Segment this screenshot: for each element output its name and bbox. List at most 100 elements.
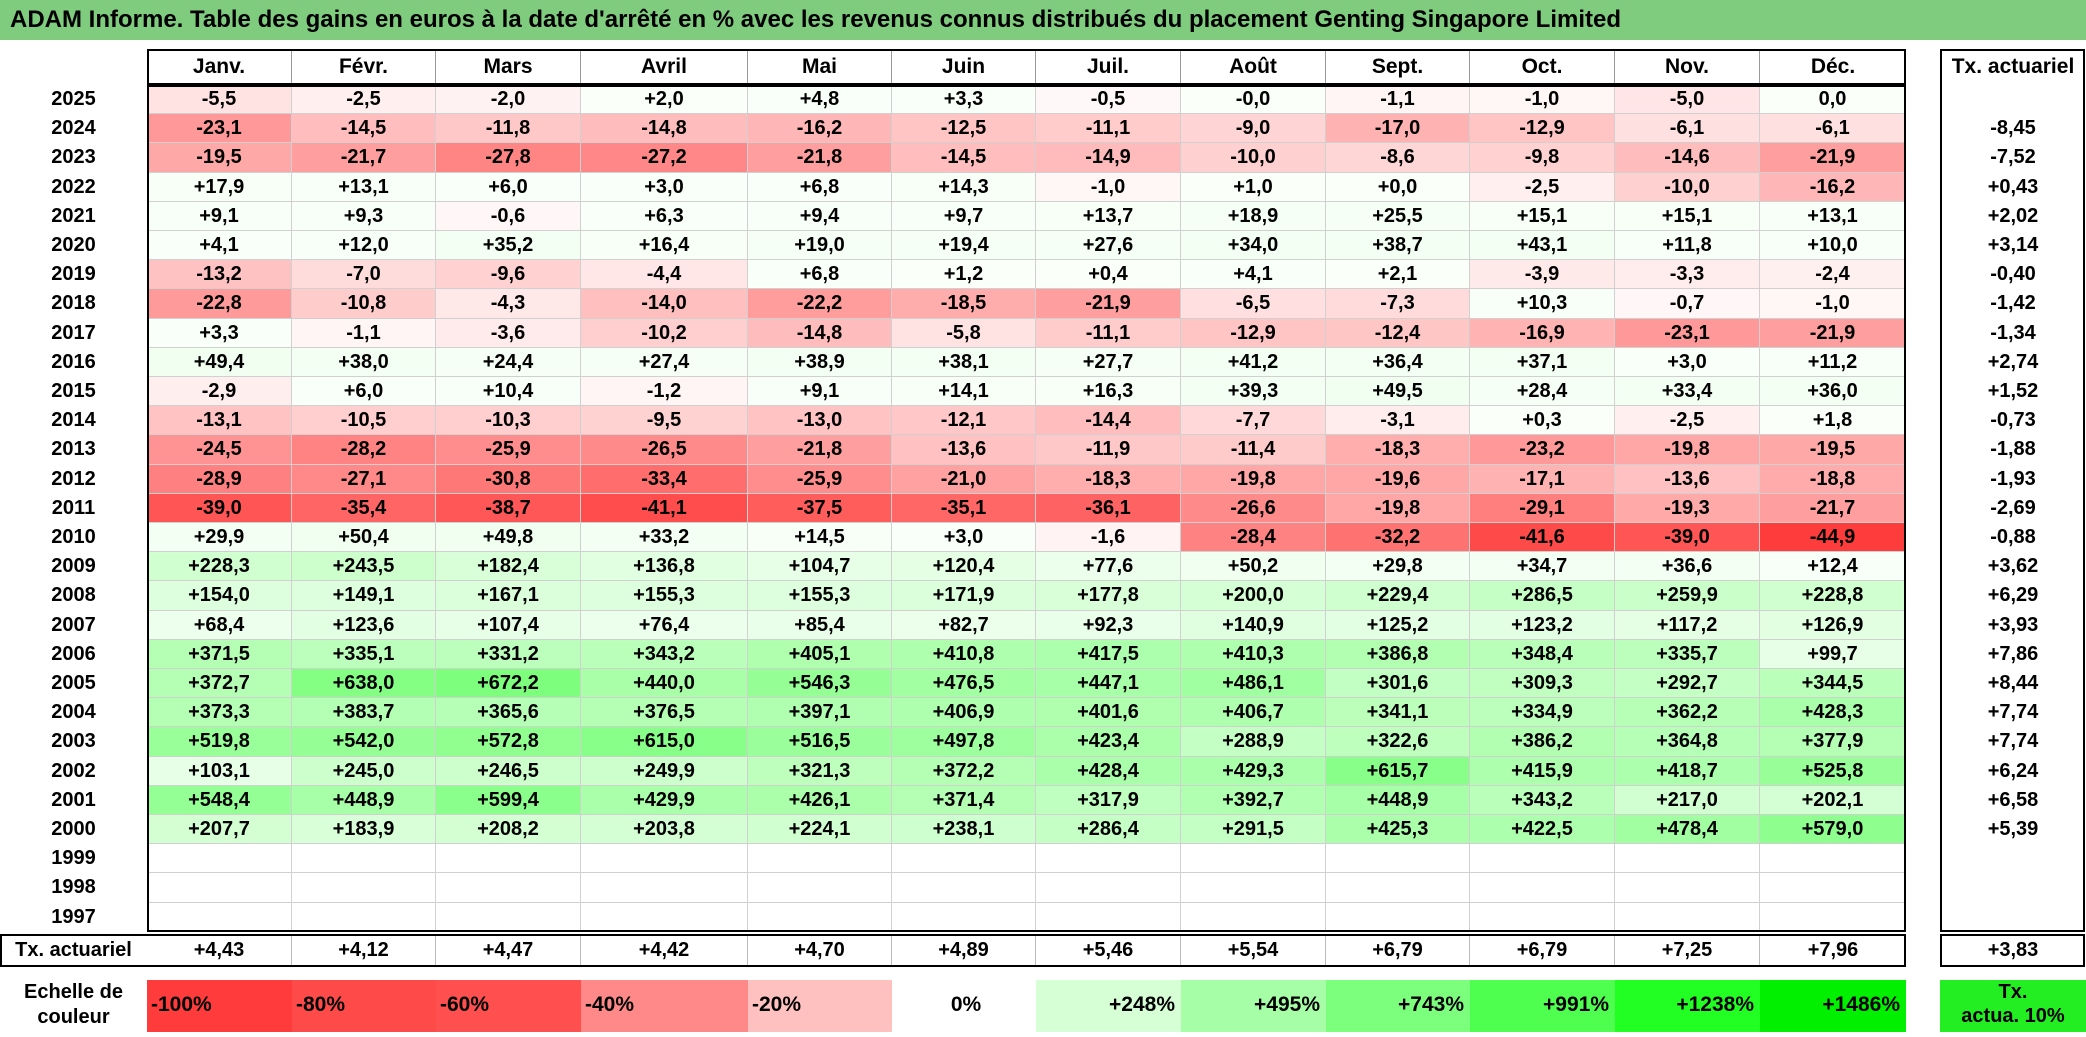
table-cell: -26,6: [1181, 493, 1326, 523]
table-cell: +519,8: [147, 727, 292, 757]
table-cell: -41,6: [1470, 523, 1615, 553]
table-cell: -21,7: [1760, 493, 1906, 523]
rate-value: +7,86: [1987, 642, 2039, 665]
table-cell: +229,4: [1326, 581, 1470, 611]
table-cell: +136,8: [581, 552, 748, 582]
table-cell: -12,9: [1181, 318, 1326, 348]
table-cell: +50,4: [292, 523, 436, 553]
table-cell: -12,4: [1326, 318, 1470, 348]
year-label: 2001: [51, 788, 96, 811]
table-cell: -5,8: [892, 318, 1036, 348]
table-cell: +542,0: [292, 727, 436, 757]
table-cell: +13,7: [1036, 201, 1181, 231]
table-cell: +422,5: [1470, 815, 1615, 845]
table-cell: +183,9: [292, 815, 436, 845]
table-cell: +49,8: [436, 523, 581, 553]
color-scale-step: +1486%: [1760, 980, 1906, 1032]
table-cell: -21,9: [1760, 143, 1906, 173]
table-cell: -22,2: [748, 289, 892, 319]
table-cell: +6,8: [748, 172, 892, 202]
rate-value: +3,14: [1987, 234, 2039, 256]
table-cell: -7,7: [1181, 406, 1326, 436]
year-label: 2003: [51, 730, 96, 753]
table-cell: -23,1: [1615, 318, 1760, 348]
table-cell: +371,5: [147, 639, 292, 669]
table-cell: +579,0: [1760, 815, 1906, 845]
table-cell: +334,9: [1470, 698, 1615, 728]
table-cell: +37,1: [1470, 347, 1615, 377]
table-cell: -23,2: [1470, 435, 1615, 465]
footer-value: +4,47: [436, 934, 581, 967]
table-cell: -3,1: [1326, 406, 1470, 436]
rate-value: +1,52: [1987, 380, 2039, 402]
rate-value: -1,88: [1990, 438, 2036, 461]
month-header: Nov.: [1615, 49, 1760, 85]
table-cell: +68,4: [147, 610, 292, 640]
table-cell: +343,2: [1470, 785, 1615, 815]
table-cell: [581, 902, 748, 932]
rate-value: +7,74: [1987, 730, 2039, 753]
table-cell: +1,8: [1760, 406, 1906, 436]
table-cell: +615,0: [581, 727, 748, 757]
table-cell: +4,1: [1181, 260, 1326, 290]
table-cell: [892, 844, 1036, 874]
table-cell: [436, 844, 581, 874]
table-cell: -14,5: [292, 114, 436, 144]
footer-label: Tx. actuariel: [15, 939, 132, 961]
month-header: Juin: [892, 49, 1036, 85]
table-cell: +6,0: [292, 377, 436, 407]
month-header: Août: [1181, 49, 1326, 85]
table-cell: +301,6: [1326, 669, 1470, 699]
table-cell: -36,1: [1036, 493, 1181, 523]
table-cell: +9,4: [748, 201, 892, 231]
table-cell: +2,0: [581, 85, 748, 115]
month-header: Juil.: [1036, 49, 1181, 85]
table-cell: +497,8: [892, 727, 1036, 757]
table-cell: -11,8: [436, 114, 581, 144]
table-cell: -19,8: [1615, 435, 1760, 465]
table-cell: -10,0: [1181, 143, 1326, 173]
table-cell: +25,5: [1326, 201, 1470, 231]
table-cell: -16,2: [748, 114, 892, 144]
month-header: Déc.: [1810, 55, 1856, 78]
table-cell: +17,9: [147, 172, 292, 202]
table-cell: +3,3: [147, 318, 292, 348]
table-cell: +405,1: [748, 639, 892, 669]
year-label: 2018: [51, 292, 96, 315]
table-cell: +426,1: [748, 785, 892, 815]
table-cell: +429,9: [581, 785, 748, 815]
table-cell: +15,1: [1470, 201, 1615, 231]
table-cell: +372,7: [147, 669, 292, 699]
table-cell: [748, 902, 892, 932]
table-cell: -19,6: [1326, 464, 1470, 494]
rate-value: -7,52: [1990, 146, 2036, 169]
table-cell: +9,1: [147, 201, 292, 231]
table-cell: [1760, 873, 1906, 903]
table-cell: +182,4: [436, 552, 581, 582]
legend-label-line2: couleur: [37, 1006, 110, 1028]
table-cell: +448,9: [1326, 785, 1470, 815]
table-cell: -14,0: [581, 289, 748, 319]
year-label: 2002: [51, 759, 96, 782]
table-cell: -3,6: [436, 318, 581, 348]
rate-value: -2,69: [1990, 496, 2036, 519]
table-cell: -19,5: [1760, 435, 1906, 465]
table-cell: +10,0: [1760, 231, 1906, 261]
table-cell: +4,1: [147, 231, 292, 261]
table-cell: -19,8: [1181, 464, 1326, 494]
table-cell: [436, 873, 581, 903]
table-cell: -24,5: [147, 435, 292, 465]
table-cell: -0,5: [1036, 85, 1181, 115]
footer-value: +6,79: [1470, 934, 1615, 967]
table-cell: +49,4: [147, 347, 292, 377]
table-cell: +43,1: [1470, 231, 1615, 261]
color-scale-step: +248%: [1036, 980, 1181, 1032]
table-cell: -6,1: [1760, 114, 1906, 144]
table-cell: +10,3: [1470, 289, 1615, 319]
table-cell: +38,1: [892, 347, 1036, 377]
color-scale-step: +495%: [1181, 980, 1326, 1032]
table-cell: -35,4: [292, 493, 436, 523]
table-cell: [1036, 902, 1181, 932]
table-cell: +140,9: [1181, 610, 1326, 640]
